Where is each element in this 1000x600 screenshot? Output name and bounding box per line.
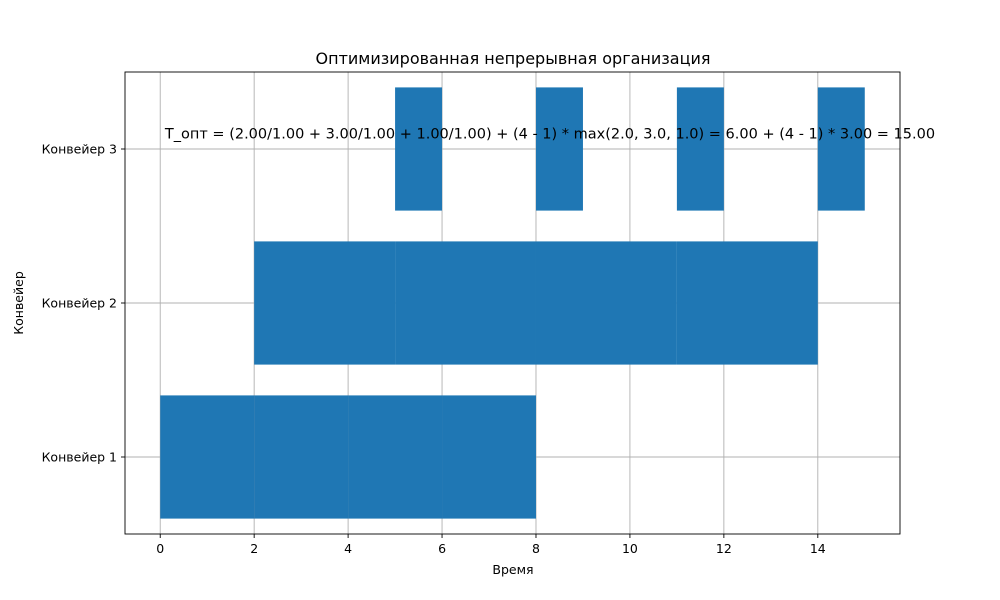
x-tick-label: 8 <box>532 541 540 556</box>
x-axis-label: Время <box>492 562 533 577</box>
bars <box>160 87 865 519</box>
bar-segment <box>442 395 536 519</box>
x-tick-label: 10 <box>622 541 638 556</box>
bar-segment <box>160 395 255 519</box>
y-tick-label: Конвейер 1 <box>42 450 117 465</box>
x-tick-label: 0 <box>156 541 164 556</box>
x-tick-label: 6 <box>438 541 446 556</box>
y-axis-label: Конвейер <box>11 271 26 335</box>
y-tick-label: Конвейер 3 <box>42 142 117 157</box>
bar-segment <box>676 241 818 365</box>
x-tick-label: 2 <box>250 541 258 556</box>
bar-segment <box>395 241 536 365</box>
chart-title: Оптимизированная непрерывная организация <box>316 49 711 68</box>
bar-segment <box>817 87 865 211</box>
formula-annotation: T_опт = (2.00/1.00 + 3.00/1.00 + 1.00/1.… <box>164 127 935 143</box>
bar-segment <box>535 241 677 365</box>
bar-segment <box>254 395 349 519</box>
bar-segment <box>676 87 724 211</box>
ticks: 0 2 4 6 8 10 12 14 Конвейер 1 Конвейер 2 Конвейер … <box>42 142 826 557</box>
bar-segment <box>535 87 583 211</box>
x-tick-label: 4 <box>344 541 352 556</box>
bar-segment <box>395 87 443 211</box>
bar-segment <box>254 241 396 365</box>
y-tick-label: Конвейер 2 <box>42 296 117 311</box>
bar-segment <box>348 395 443 519</box>
x-tick-label: 12 <box>716 541 732 556</box>
x-tick-label: 14 <box>810 541 826 556</box>
